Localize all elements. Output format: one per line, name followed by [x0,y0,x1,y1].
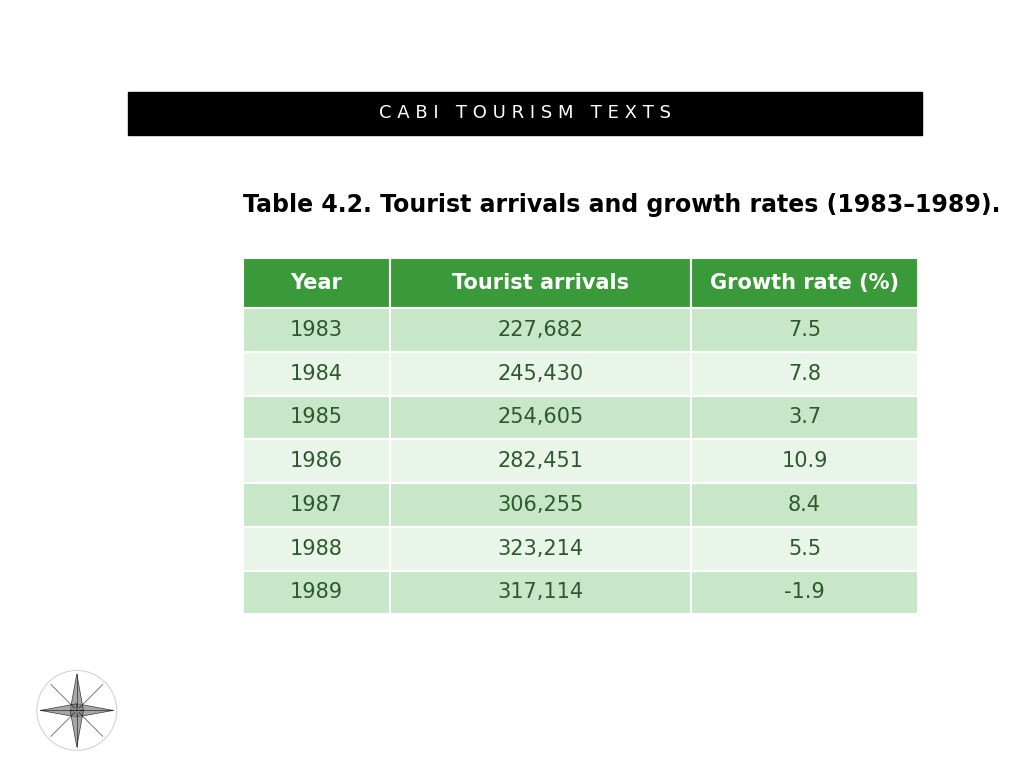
Text: 1983: 1983 [290,320,343,340]
Text: 3.7: 3.7 [788,407,821,428]
FancyBboxPatch shape [390,258,691,308]
FancyBboxPatch shape [691,396,918,439]
FancyBboxPatch shape [243,308,390,352]
FancyBboxPatch shape [390,527,691,571]
FancyBboxPatch shape [691,527,918,571]
Text: 7.8: 7.8 [788,363,821,384]
Text: 245,430: 245,430 [498,363,584,384]
Text: 1986: 1986 [290,451,343,472]
Text: -1.9: -1.9 [784,582,825,602]
FancyBboxPatch shape [691,258,918,308]
FancyBboxPatch shape [390,352,691,396]
Text: 282,451: 282,451 [498,451,584,472]
FancyBboxPatch shape [691,308,918,352]
FancyBboxPatch shape [691,352,918,396]
FancyBboxPatch shape [243,396,390,439]
Text: Tourist arrivals: Tourist arrivals [453,273,629,293]
Text: Year: Year [291,273,342,293]
FancyBboxPatch shape [243,483,390,527]
Text: 1984: 1984 [290,363,343,384]
Polygon shape [40,703,77,717]
Polygon shape [70,674,84,710]
Polygon shape [77,703,114,717]
Text: 1987: 1987 [290,495,343,515]
FancyBboxPatch shape [243,439,390,483]
FancyBboxPatch shape [691,571,918,614]
FancyBboxPatch shape [390,308,691,352]
Text: 254,605: 254,605 [498,407,584,428]
Text: 1988: 1988 [290,538,343,558]
Text: 317,114: 317,114 [498,582,584,602]
FancyBboxPatch shape [691,483,918,527]
Text: 323,214: 323,214 [498,538,584,558]
Text: C A B I   T O U R I S M   T E X T S: C A B I T O U R I S M T E X T S [379,104,671,122]
Text: 1989: 1989 [290,582,343,602]
Text: 306,255: 306,255 [498,495,584,515]
FancyBboxPatch shape [243,571,390,614]
Text: 8.4: 8.4 [788,495,821,515]
Text: 5.5: 5.5 [788,538,821,558]
FancyBboxPatch shape [390,483,691,527]
FancyBboxPatch shape [390,396,691,439]
Text: Table 4.2. Tourist arrivals and growth rates (1983–1989).: Table 4.2. Tourist arrivals and growth r… [243,193,1000,217]
FancyBboxPatch shape [390,571,691,614]
FancyBboxPatch shape [128,92,922,134]
Text: 10.9: 10.9 [781,451,827,472]
Text: 7.5: 7.5 [788,320,821,340]
FancyBboxPatch shape [243,352,390,396]
FancyBboxPatch shape [243,258,390,308]
FancyBboxPatch shape [691,439,918,483]
Text: 1985: 1985 [290,407,343,428]
Text: Growth rate (%): Growth rate (%) [710,273,899,293]
Text: 227,682: 227,682 [498,320,584,340]
FancyBboxPatch shape [243,527,390,571]
FancyBboxPatch shape [390,439,691,483]
Polygon shape [70,710,84,747]
